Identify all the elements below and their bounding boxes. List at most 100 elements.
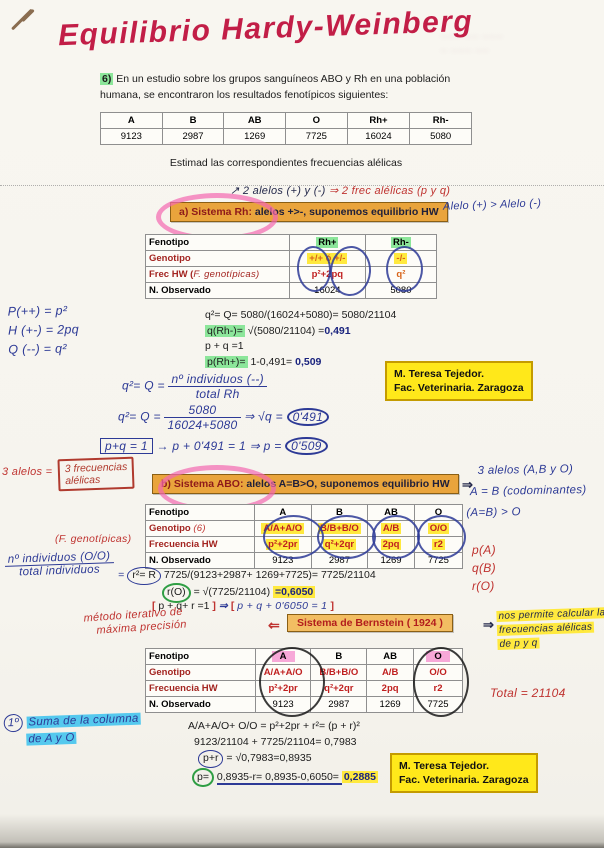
section-b-text: alelos A=B>O, suponemos equilibrio HW — [246, 478, 450, 490]
rh-observed-pos: 16024 — [288, 282, 366, 299]
bern-calc: A/A+A/O+ O/O = p²+2pr + r²= (p + r)² 912… — [188, 719, 378, 787]
p-value: 0,2885 — [341, 770, 378, 783]
abo-genotype-b: B/B+B/O — [318, 523, 361, 534]
bern-observed-o: 7725 — [413, 696, 463, 713]
bern-calc-line2: 9123/21104 + 7725/21104= 0,7983 — [194, 735, 357, 748]
bernstein-box: Sistema de Bernstein ( 1924 ) — [287, 614, 453, 632]
fraction-5080: 5080 16024+5080 — [164, 403, 241, 432]
problem-text: En un estudio sobre los grupos sanguíneo… — [100, 73, 451, 101]
total-note: Total = 21104 — [490, 686, 566, 700]
bern-freq-o: r2 — [413, 680, 463, 697]
fraction-individuals: nº individuos (--) total Rh — [168, 372, 267, 401]
section-a-header: a) Sistema Rh: alelos +>-, suponemos equ… — [170, 202, 448, 222]
abo-row-genotipo: Genotipo (6) A/A+A/O B/B+B/O A/B O/O — [145, 520, 464, 537]
rh-label-frec: Frec HW (F. genotípicas) — [145, 266, 290, 283]
hand-freq-q2: Q (--) = q² — [8, 341, 67, 357]
bernstein-table: Fenotipo A B AB O Genotipo A/A+A/O B/B+B… — [145, 648, 463, 713]
table-caption: Estimad las correspondientes frecuencias… — [169, 157, 403, 169]
rh-calc-line2: q(Rh-)= √(5080/21104) =0,491 — [205, 324, 351, 337]
abo-note-2: A = B (codominantes) — [469, 484, 587, 499]
abo-genotype-a: A/A+A/O — [261, 523, 305, 534]
credit-faculty: Fac. Veterinaria. Zaragoza — [394, 382, 524, 394]
abo-header-ab: AB — [367, 504, 415, 521]
abo-freq-ab: 2pq — [380, 539, 402, 550]
bern-observed-ab: 1269 — [366, 696, 415, 713]
hand-eq2: q²= Q = 5080 16024+5080 ⇒ √q = 0'491 — [118, 403, 330, 432]
abo-note-1: 3 alelos (A,B y O) — [477, 463, 574, 477]
frec-hand-note: F. genotípicas) — [193, 269, 260, 280]
credit-box-bottom: M. Teresa Tejedor. Fac. Veterinaria. Zar… — [390, 753, 538, 793]
section-a-label: a) Sistema Rh: — [179, 206, 252, 218]
bleed-through: ~~~ ~~ ~~~ ~ ~~~ ~~ — [440, 30, 503, 58]
hand-equals: = — [118, 569, 125, 581]
bern-row-observado: N. Observado 9123 2987 1269 7725 — [145, 696, 463, 713]
circled-p-plus-r: p+r — [198, 750, 224, 768]
bern-observed-b: 2987 — [310, 696, 368, 713]
circled-q-value: 0'491 — [286, 407, 330, 426]
abo-freq-a: p²+2pr — [266, 539, 300, 550]
arrow-to-notes: ⇒ — [462, 477, 473, 492]
dotted-divider — [0, 185, 604, 186]
col-header-ab: AB — [223, 112, 287, 129]
r-value: =0,6050 — [273, 586, 316, 598]
phenotype-data-table: A B AB O Rh+ Rh- 9123 2987 1269 7725 160… — [100, 112, 472, 145]
bern-freq-ab: 2pq — [366, 680, 415, 697]
rh-calculations: q²= Q= 5080/(16024+5080)= 5080/21104 q(R… — [205, 308, 396, 370]
col-header-rhpos: Rh+ — [346, 112, 411, 129]
abo-label-genotipo: Genotipo (6) — [145, 520, 255, 537]
bern-header-b: B — [310, 648, 368, 665]
bern-row-frecuencia: Frecuencia HW p²+2pr q²+2qr 2pq r2 — [145, 680, 463, 697]
rh-note-dark: ↗ 2 alelos (+) y (-) — [230, 185, 326, 197]
rh-label-genotipo: Genotipo — [145, 250, 290, 267]
abo-calc-line2: r(O) = √(7725/21104) =0,6050 — [162, 583, 316, 603]
oo-fraction: nº individuos (O/O) total individuos — [4, 550, 114, 579]
bernstein-purpose-note: nos permite calcular las frecuencias alé… — [496, 606, 604, 652]
circled-p-value: 0'509 — [285, 437, 328, 455]
abo-table: Fenotipo A B AB O Genotipo (6) A/A+A/O B… — [145, 504, 464, 569]
abo-header-a: A — [253, 504, 312, 521]
rh-label-fenotipo: Fenotipo — [145, 234, 290, 251]
label-rO: r(O) — [472, 579, 495, 593]
page-title: Equilibrio Hardy-Weinberg — [57, 4, 474, 53]
bern-observed-a: 9123 — [254, 696, 312, 713]
rh-label-observado: N. Observado — [145, 282, 290, 299]
section-b-label: b) Sistema ABO: — [161, 478, 244, 490]
bern-calc-line3: p+r = √0,7983=0,8935 — [198, 750, 378, 768]
bern-calc-line4: p= 0,8935-r= 0,8935-0,6050= 0,2885 — [192, 767, 378, 787]
circled-rO: r(O) — [162, 583, 191, 603]
problem-statement: 6) En un estudio sobre los grupos sanguí… — [100, 72, 478, 103]
page-edge-shadow — [0, 842, 604, 848]
label-pA: p(A) — [472, 543, 496, 557]
bern-genotype-o: O/O — [413, 664, 463, 681]
rh-note-red: ⇒ 2 frec alélicas (p y q) — [328, 185, 451, 197]
abo-row-frecuencia: Frecuencia HW p²+2pr q²+2qr 2pq r2 — [145, 536, 464, 553]
allele-dominance-note: Alelo (+) > Alelo (-) — [442, 197, 542, 213]
bern-genotype-ab: A/B — [366, 664, 415, 681]
abo-freq-b: q²+2qr — [322, 539, 357, 550]
value-ab: 1269 — [223, 128, 287, 145]
bern-freq-b: q²+2qr — [310, 680, 368, 697]
abo-observed-b: 2987 — [310, 552, 369, 569]
rh-header-neg: Rh- — [364, 234, 438, 251]
iterative-method-note: método iterativo de máxima precisión — [83, 605, 188, 637]
abo-genotype-ab: A/B — [380, 523, 402, 534]
arrow-right-dark: ⇒ — [483, 617, 494, 632]
boxed-p-plus-q: p+q = 1 — [100, 438, 153, 454]
arrow-left-red: ⇐ — [268, 617, 280, 633]
value-a: 9123 — [100, 128, 163, 145]
rh-freq-pos: p²+2pq — [288, 266, 366, 283]
bern-row-genotipo: Genotipo A/A+A/O B/B+B/O A/B O/O — [145, 664, 463, 681]
hand-eq1: q²= Q = nº individuos (--) total Rh — [122, 372, 267, 401]
rh-row-observado: N. Observado 16024 5080 — [145, 282, 438, 299]
rh-row-genotipo: Genotipo +/+ ó +/- -/- — [145, 250, 438, 267]
value-o: 7725 — [285, 128, 348, 145]
hand-eq3: p+q = 1 → p + 0'491 = 1 ⇒ p = 0'509 — [100, 437, 328, 455]
rh-calc-line1: q²= Q= 5080/(16024+5080)= 5080/21104 — [205, 309, 397, 321]
col-header-rhneg: Rh- — [409, 112, 472, 129]
abo-observed-a: 9123 — [253, 552, 312, 569]
rh-freq-neg: q² — [364, 266, 438, 283]
circled-p: p= — [192, 767, 214, 787]
bern-genotype-b: B/B+B/O — [310, 664, 368, 681]
abo-header-b: B — [310, 504, 369, 521]
